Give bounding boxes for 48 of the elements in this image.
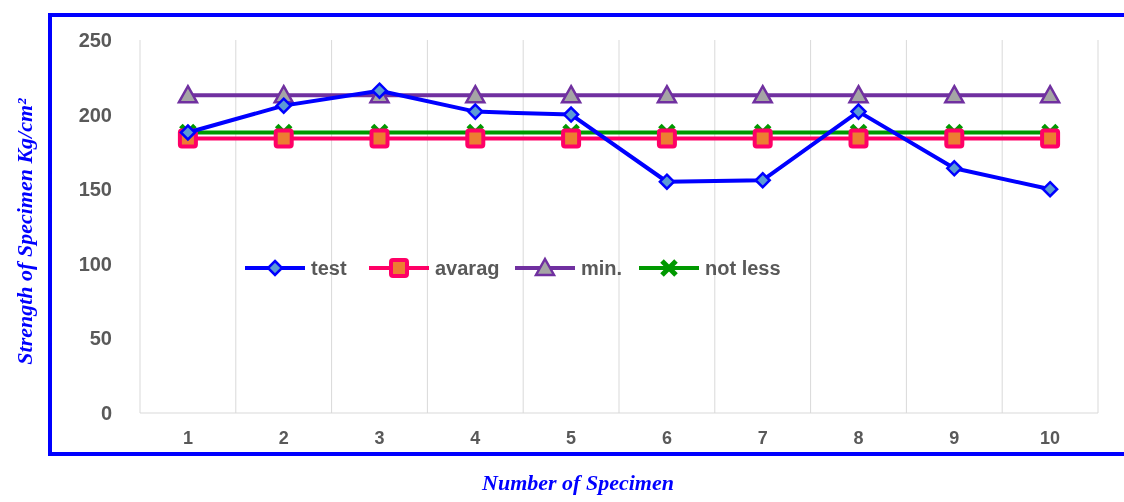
point (1041, 180, 1059, 198)
point (177, 84, 199, 104)
point (273, 128, 294, 149)
y-tick-label: 100 (78, 252, 112, 275)
point (1040, 128, 1061, 149)
y-tick-label: 50 (89, 327, 112, 350)
legend-label: min. (581, 257, 623, 279)
point (465, 84, 486, 104)
point (1039, 84, 1061, 104)
point (944, 84, 965, 104)
x-tick-label: 7 (757, 428, 768, 449)
x-axis-title: Number of Specimen (481, 470, 674, 495)
y-tick-label: 150 (78, 178, 112, 201)
y-tick-label: 250 (78, 29, 112, 51)
point (946, 160, 963, 177)
point (752, 84, 773, 104)
y-tick-label: 0 (100, 402, 112, 424)
point (369, 128, 390, 149)
legend-label: not less (705, 257, 781, 279)
legend-label: avarag (435, 257, 500, 279)
point (752, 128, 773, 149)
point (656, 128, 677, 149)
point (465, 128, 486, 149)
point (944, 128, 965, 149)
x-tick-label: 6 (661, 428, 672, 449)
x-tick-label: 2 (278, 428, 289, 449)
point (848, 128, 869, 149)
x-tick-label: 10 (1040, 428, 1061, 449)
point (658, 173, 676, 190)
x-tick-label: 4 (470, 428, 481, 449)
point (562, 106, 580, 123)
point (848, 84, 869, 104)
point (850, 103, 867, 120)
point (656, 84, 678, 104)
x-tick-label: 8 (853, 428, 864, 449)
x-tick-label: 1 (182, 428, 193, 449)
legend-label: test (311, 257, 347, 279)
point (754, 172, 771, 189)
point (560, 84, 582, 104)
y-tick-label: 200 (78, 103, 112, 126)
x-tick-label: 5 (566, 428, 577, 449)
point (371, 82, 388, 99)
point (275, 97, 292, 114)
point (561, 128, 582, 149)
x-tick-label: 3 (374, 428, 385, 449)
x-tick-label: 9 (949, 428, 960, 449)
y-axis-title: Strength of Specimen Kg/cm² (12, 97, 37, 365)
point (467, 103, 484, 120)
